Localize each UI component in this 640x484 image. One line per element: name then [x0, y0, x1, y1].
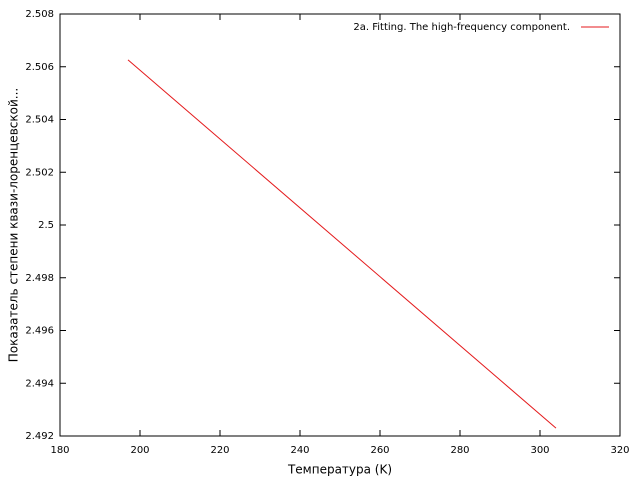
x-tick-label: 260: [370, 445, 389, 456]
y-tick-label: 2.498: [25, 273, 54, 284]
x-tick-label: 180: [50, 445, 69, 456]
legend-label: 2a. Fitting. The high-frequency componen…: [353, 22, 570, 33]
x-tick-label: 280: [450, 445, 469, 456]
y-tick-label: 2.506: [25, 62, 54, 73]
x-tick-label: 200: [130, 445, 149, 456]
y-tick-label: 2.494: [25, 378, 54, 389]
y-tick-label: 2.508: [25, 9, 54, 20]
x-axis-label: Температура (K): [287, 463, 392, 477]
y-tick-label: 2.496: [25, 326, 54, 337]
y-tick-label: 2.492: [25, 431, 54, 442]
y-tick-label: 2.502: [25, 167, 54, 178]
plot-frame: [59, 13, 621, 437]
y-tick-label: 2.504: [25, 115, 54, 126]
data-line: [127, 59, 557, 429]
x-tick-label: 220: [210, 445, 229, 456]
y-tick-label: 2.5: [38, 220, 54, 231]
x-tick-label: 300: [530, 445, 549, 456]
x-tick-label: 240: [290, 445, 309, 456]
y-axis-label: Показатель степени квази-лоренцевской...: [7, 88, 21, 362]
x-tick-label: 320: [610, 445, 629, 456]
